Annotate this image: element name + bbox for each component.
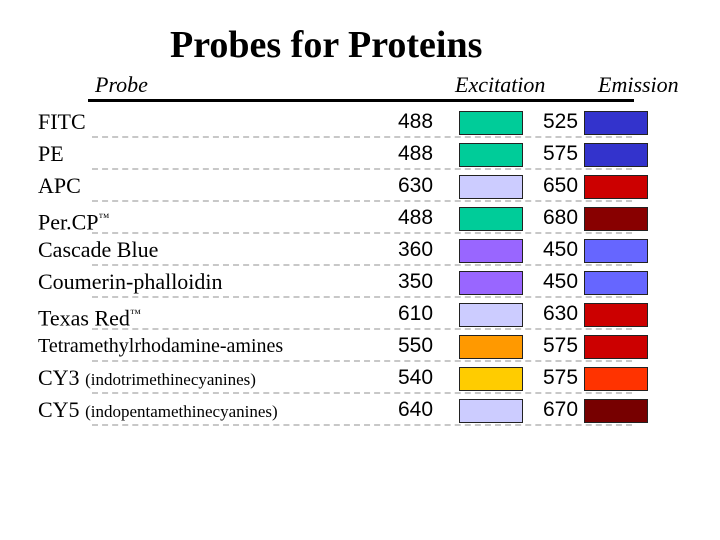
excitation-value: 350 bbox=[398, 270, 434, 293]
table-row: Per.CP™ 488 680 bbox=[0, 201, 720, 235]
trademark-mark: ™ bbox=[129, 308, 141, 320]
probe-name: FITC bbox=[38, 109, 86, 135]
excitation-color-swatch bbox=[459, 143, 523, 167]
excitation-color-swatch bbox=[459, 207, 523, 231]
excitation-color-swatch bbox=[459, 367, 523, 391]
excitation-value: 610 bbox=[398, 302, 434, 325]
row-divider bbox=[92, 168, 632, 170]
row-divider bbox=[92, 136, 632, 138]
table-row: Texas Red™ 610 630 bbox=[0, 297, 720, 331]
table-row: CY3 (indotrimethinecyanines) 540 575 bbox=[0, 361, 720, 394]
emission-value: 525 bbox=[543, 110, 579, 133]
row-divider bbox=[92, 200, 632, 202]
excitation-color-swatch bbox=[459, 271, 523, 295]
probe-name: Coumerin-phalloidin bbox=[38, 269, 223, 295]
emission-value: 575 bbox=[543, 334, 579, 357]
probe-name: CY5 (indopentamethinecyanines) bbox=[38, 397, 278, 425]
probe-name-text: Tetramethylrhodamine-amines bbox=[38, 335, 284, 357]
probe-name: CY3 (indotrimethinecyanines) bbox=[38, 365, 256, 393]
row-divider bbox=[92, 424, 632, 426]
row-divider bbox=[92, 328, 632, 330]
table-row: PE 488 575 bbox=[0, 137, 720, 170]
probe-name-text: Coumerin-phalloidin bbox=[38, 269, 223, 294]
emission-value: 680 bbox=[543, 206, 579, 229]
probe-name-text: Per.CP bbox=[38, 209, 99, 235]
emission-value: 670 bbox=[543, 398, 579, 421]
probe-name-text: Texas Red bbox=[38, 305, 130, 331]
probe-name-text: Cascade Blue bbox=[38, 237, 159, 262]
page-title: Probes for Proteins bbox=[170, 24, 483, 66]
emission-value: 450 bbox=[543, 270, 579, 293]
table-row: APC 630 650 bbox=[0, 169, 720, 202]
probe-name: PE bbox=[38, 141, 64, 167]
emission-color-swatch bbox=[584, 111, 648, 135]
emission-value: 575 bbox=[543, 366, 579, 389]
probe-subtitle: (indotrimethinecyanines) bbox=[85, 370, 256, 389]
excitation-value: 550 bbox=[398, 334, 434, 357]
excitation-value: 640 bbox=[398, 398, 434, 421]
emission-value: 575 bbox=[543, 142, 579, 165]
emission-column-header: Emission bbox=[598, 72, 679, 97]
row-divider bbox=[92, 296, 632, 298]
excitation-color-swatch bbox=[459, 111, 523, 135]
header-divider bbox=[88, 99, 634, 102]
emission-color-swatch bbox=[584, 399, 648, 423]
row-divider bbox=[92, 360, 632, 362]
table-row: Coumerin-phalloidin 350 450 bbox=[0, 265, 720, 298]
table-row: Cascade Blue 360 450 bbox=[0, 233, 720, 266]
emission-color-swatch bbox=[584, 143, 648, 167]
excitation-value: 488 bbox=[398, 110, 434, 133]
excitation-color-swatch bbox=[459, 335, 523, 359]
probe-name: Cascade Blue bbox=[38, 237, 158, 263]
excitation-color-swatch bbox=[459, 399, 523, 423]
probe-name: Per.CP™ bbox=[38, 205, 109, 235]
emission-color-swatch bbox=[584, 271, 648, 295]
probe-name-text: CY5 bbox=[38, 397, 80, 422]
probe-name-text: FITC bbox=[38, 109, 86, 134]
table-row: Tetramethylrhodamine-amines 550 575 bbox=[0, 329, 720, 362]
excitation-color-swatch bbox=[459, 303, 523, 327]
emission-color-swatch bbox=[584, 335, 648, 359]
emission-color-swatch bbox=[584, 367, 648, 391]
excitation-value: 630 bbox=[398, 174, 434, 197]
excitation-value: 360 bbox=[398, 238, 434, 261]
table-row: FITC 488 525 bbox=[0, 105, 720, 138]
probe-column-header: Probe bbox=[95, 72, 148, 97]
trademark-mark: ™ bbox=[98, 212, 110, 224]
excitation-color-swatch bbox=[459, 239, 523, 263]
probe-name-text: CY3 bbox=[38, 365, 80, 390]
excitation-column-header: Excitation bbox=[455, 72, 546, 97]
emission-color-swatch bbox=[584, 303, 648, 327]
row-divider bbox=[92, 264, 632, 266]
table-row: CY5 (indopentamethinecyanines) 640 670 bbox=[0, 393, 720, 426]
probe-name: Texas Red™ bbox=[38, 301, 141, 331]
row-divider bbox=[92, 232, 632, 234]
probe-name: Tetramethylrhodamine-amines bbox=[38, 333, 283, 359]
emission-color-swatch bbox=[584, 175, 648, 199]
excitation-value: 540 bbox=[398, 366, 434, 389]
excitation-color-swatch bbox=[459, 175, 523, 199]
emission-value: 450 bbox=[543, 238, 579, 261]
emission-value: 650 bbox=[543, 174, 579, 197]
probe-subtitle: (indopentamethinecyanines) bbox=[85, 402, 278, 421]
probe-name-text: APC bbox=[38, 173, 81, 198]
probe-name: APC bbox=[38, 173, 81, 199]
probe-name-text: PE bbox=[38, 141, 64, 166]
emission-color-swatch bbox=[584, 239, 648, 263]
excitation-value: 488 bbox=[398, 206, 434, 229]
emission-value: 630 bbox=[543, 302, 579, 325]
row-divider bbox=[92, 392, 632, 394]
excitation-value: 488 bbox=[398, 142, 434, 165]
emission-color-swatch bbox=[584, 207, 648, 231]
